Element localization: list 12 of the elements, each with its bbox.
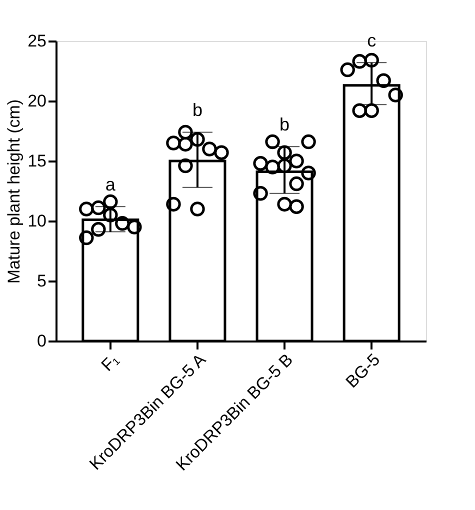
x-tick-label: F₁: [98, 350, 123, 375]
annotation: a: [105, 174, 116, 195]
y-tick-label: 15: [28, 152, 46, 170]
y-tick-label: 5: [37, 272, 46, 290]
annotation: b: [192, 100, 202, 120]
y-axis-title: Mature plant height (cm): [4, 99, 24, 284]
y-tick-label: 10: [28, 212, 46, 230]
annotation: b: [280, 114, 290, 135]
annotation: c: [367, 30, 376, 51]
y-tick-label: 25: [28, 32, 46, 50]
y-tick-label: 0: [37, 332, 46, 350]
y-tick-label: 20: [28, 92, 46, 110]
